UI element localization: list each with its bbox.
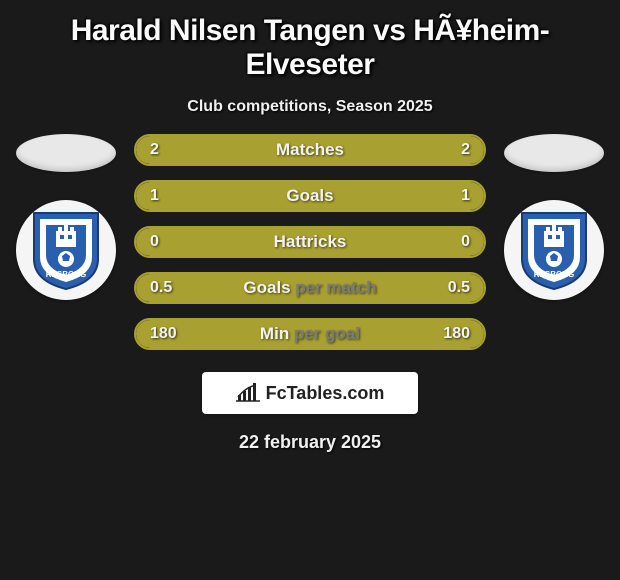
stat-bar: 180 Min per goal 180: [134, 318, 486, 350]
club-shield-icon: RPSBORG: [30, 209, 102, 291]
player-left-avatar: [16, 134, 116, 172]
comparison-card: Harald Nilsen Tangen vs HÃ¥heim-Elvesete…: [0, 0, 620, 453]
source-logo[interactable]: FcTables.com: [202, 372, 418, 414]
stat-label: Goals: [286, 186, 333, 206]
svg-text:RPSBORG: RPSBORG: [534, 270, 574, 279]
stat-value-right: 180: [443, 325, 470, 343]
stats-column: 2 Matches 2 1 Goals 1 0 Hattricks 0 0.5 Goals per …: [134, 134, 486, 350]
player-right-club-badge: RPSBORG: [504, 200, 604, 300]
player-left-club-badge: RPSBORG: [16, 200, 116, 300]
stat-value-left: 0: [150, 233, 159, 251]
stat-label: Matches: [276, 140, 344, 160]
stat-value-left: 0.5: [150, 279, 172, 297]
stat-value-right: 0.5: [448, 279, 470, 297]
page-title: Harald Nilsen Tangen vs HÃ¥heim-Elvesete…: [0, 8, 620, 90]
club-shield-icon: RPSBORG: [518, 209, 590, 291]
player-right-column: RPSBORG: [504, 134, 604, 300]
stat-value-left: 1: [150, 187, 159, 205]
stat-bar: 1 Goals 1: [134, 180, 486, 212]
date-label: 22 february 2025: [0, 414, 620, 453]
stat-value-right: 0: [461, 233, 470, 251]
stat-fill-left: [136, 182, 310, 210]
stat-label: Hattricks: [274, 232, 347, 252]
player-left-column: RPSBORG: [16, 134, 116, 300]
stat-label: Min per goal: [260, 324, 360, 344]
stat-label: Goals per match: [243, 278, 376, 298]
bar-chart-icon: [236, 383, 260, 403]
svg-text:RPSBORG: RPSBORG: [46, 270, 86, 279]
stat-bar: 0 Hattricks 0: [134, 226, 486, 258]
stat-fill-right: [310, 182, 484, 210]
stat-value-right: 1: [461, 187, 470, 205]
stat-value-left: 180: [150, 325, 177, 343]
main-row: RPSBORG 2 Matches 2 1 Goals 1 0 Hattricks 0 0.5 Go…: [0, 134, 620, 350]
subtitle: Club competitions, Season 2025: [0, 90, 620, 134]
stat-bar: 0.5 Goals per match 0.5: [134, 272, 486, 304]
stat-value-left: 2: [150, 141, 159, 159]
source-logo-text: FcTables.com: [266, 383, 385, 404]
stat-bar: 2 Matches 2: [134, 134, 486, 166]
player-right-avatar: [504, 134, 604, 172]
stat-value-right: 2: [461, 141, 470, 159]
